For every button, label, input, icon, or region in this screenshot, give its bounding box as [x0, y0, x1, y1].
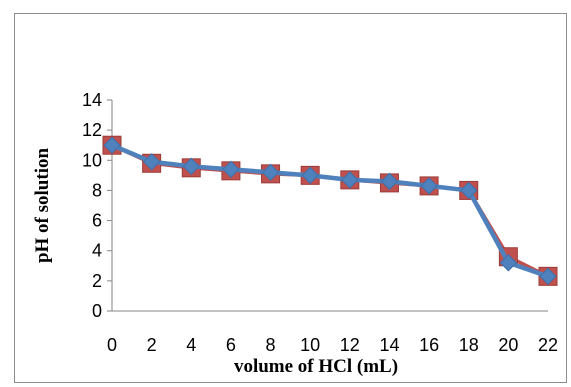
chart-plot: 0 2 4 6 8 10 12 14 0 2 4 6 8 10 12 14 16 18 20 22 volume of… [32, 90, 558, 377]
data-point-diamond [499, 254, 518, 272]
axes: 0 2 4 6 8 10 12 14 0 2 4 6 8 10 12 14 16 18 20 22 [82, 90, 558, 355]
x-tick-label: 18 [459, 335, 479, 355]
data-point-diamond [142, 153, 161, 171]
y-tick-label: 10 [82, 150, 102, 170]
x-tick-label: 12 [340, 335, 360, 355]
x-tick-label: 2 [147, 335, 157, 355]
series-1 [102, 135, 558, 286]
x-tick-label: 4 [186, 335, 196, 355]
x-tick-label: 14 [379, 335, 399, 355]
y-tick-label: 4 [92, 241, 102, 261]
data-point-diamond [301, 166, 319, 185]
series-layer [102, 135, 558, 286]
x-tick-label: 22 [538, 335, 558, 355]
y-tick-label: 0 [92, 301, 102, 321]
y-tick-label: 12 [82, 120, 102, 140]
x-tick-label: 6 [226, 335, 236, 355]
data-point-diamond [380, 172, 399, 191]
x-tick-label: 8 [266, 335, 276, 355]
data-point-diamond [261, 163, 280, 182]
x-axis-title: volume of HCl (mL) [234, 356, 398, 377]
x-tick-label: 10 [300, 335, 320, 355]
y-tick-label: 6 [92, 211, 102, 231]
data-point-diamond [103, 136, 121, 154]
data-point-diamond [539, 267, 557, 286]
x-tick-label: 0 [107, 335, 117, 355]
series-2 [103, 136, 557, 286]
data-point-diamond [460, 181, 478, 200]
y-tick-label: 8 [92, 180, 102, 200]
x-tick-label: 16 [419, 335, 439, 355]
data-point-diamond [222, 160, 240, 179]
data-point-diamond [341, 171, 359, 189]
y-axis-title: pH of solution [32, 148, 53, 264]
y-tick-label: 2 [92, 271, 102, 291]
chart-frame: 0 2 4 6 8 10 12 14 0 2 4 6 8 10 12 14 16 18 20 22 volume of… [14, 13, 567, 383]
data-point-diamond [182, 157, 200, 176]
y-tick-label: 14 [82, 90, 102, 110]
data-point-diamond [420, 177, 438, 195]
x-tick-label: 20 [498, 335, 518, 355]
